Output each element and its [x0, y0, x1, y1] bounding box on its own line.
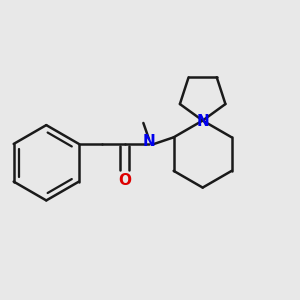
Text: N: N [196, 114, 209, 129]
Text: O: O [118, 173, 131, 188]
Text: N: N [142, 134, 155, 149]
